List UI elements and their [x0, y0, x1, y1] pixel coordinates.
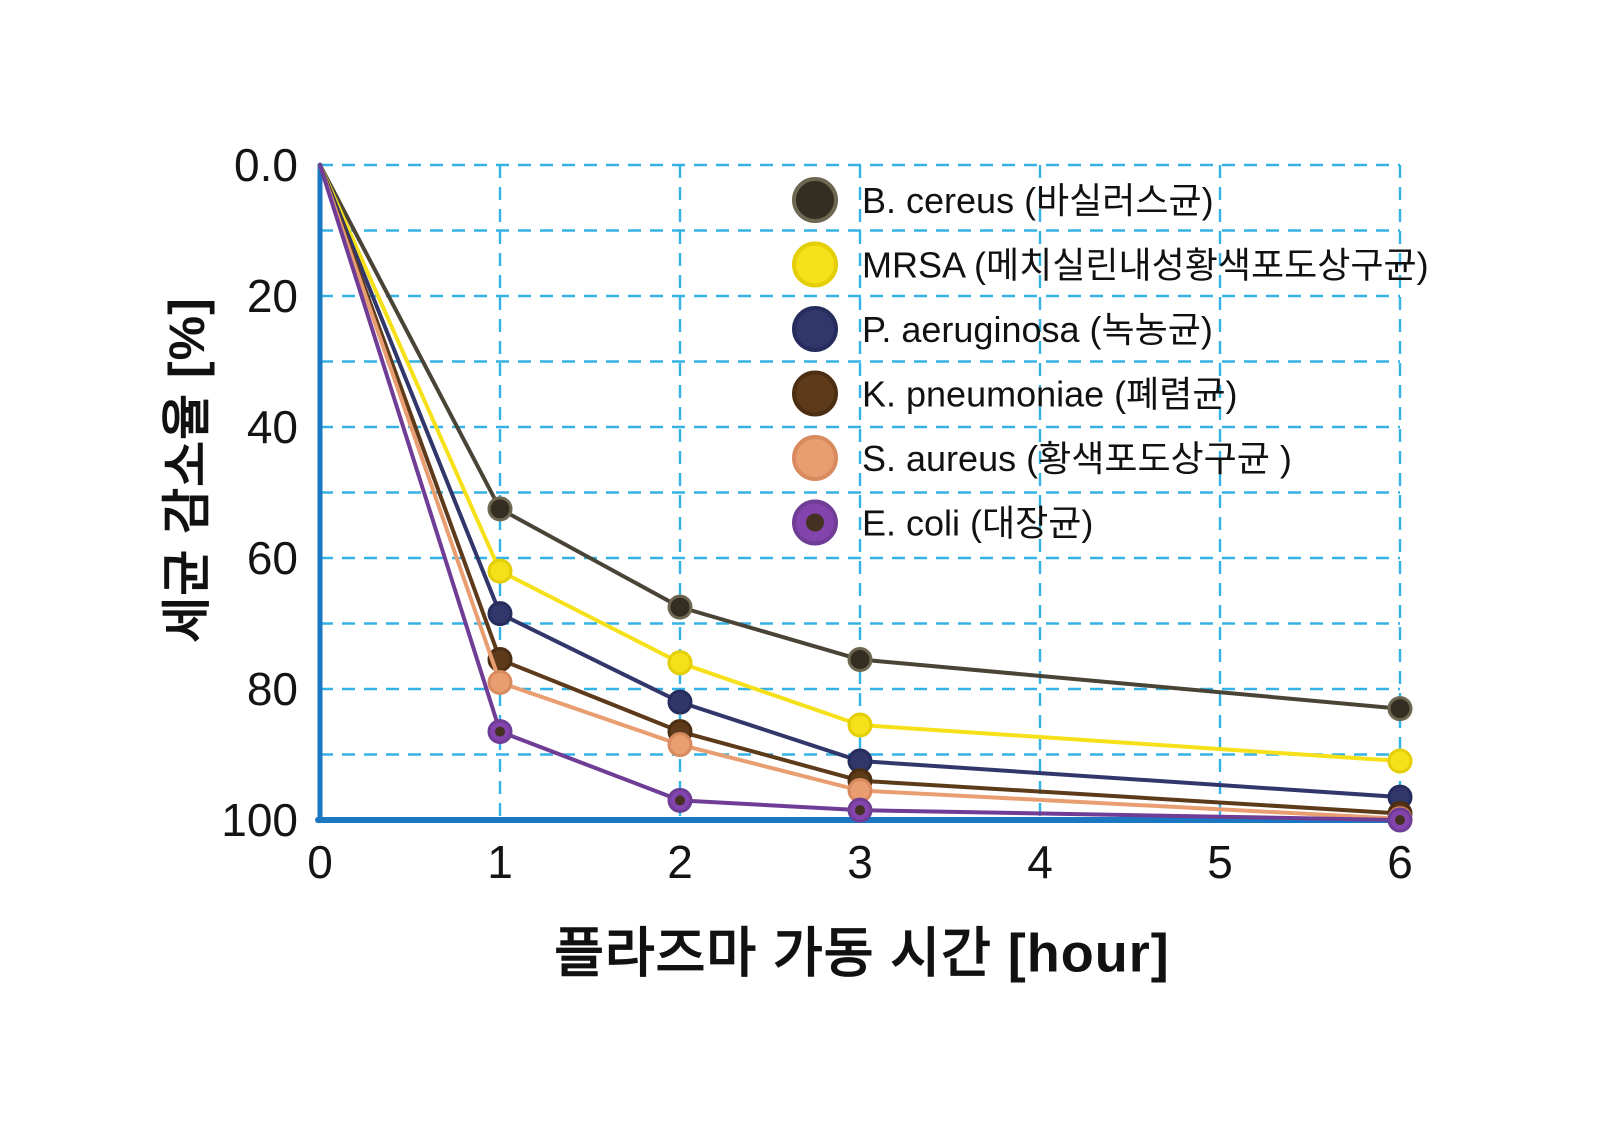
legend-label: E. coli (대장균) [862, 503, 1093, 544]
legend-item: P. aeruginosa (녹농균) [792, 306, 1213, 352]
y-tick-label: 20 [247, 270, 298, 322]
x-tick-label: 4 [1027, 836, 1053, 888]
series-0 [318, 163, 1413, 722]
x-tick-label: 5 [1207, 836, 1233, 888]
legend-marker-center [806, 513, 824, 532]
legend-item: MRSA (메치실린내성황색포도상구균) [792, 241, 1429, 288]
legend-label: K. pneumoniae (폐렴균) [862, 374, 1238, 415]
x-tick-label: 0 [307, 836, 333, 888]
data-point-center [1395, 815, 1405, 825]
data-point [847, 647, 873, 673]
data-point-center [855, 805, 865, 816]
legend-label: MRSA (메치실린내성황색포도상구균) [862, 245, 1429, 286]
x-tick-label: 1 [487, 836, 513, 888]
legend-label: P. aeruginosa (녹농균) [862, 309, 1213, 350]
data-point [487, 601, 513, 627]
y-tick-label: 80 [247, 663, 298, 715]
y-tick-label: 40 [247, 401, 298, 453]
x-tick-label: 3 [847, 836, 873, 888]
legend-item: S. aureus (황색포도상구균 ) [792, 435, 1292, 481]
legend-marker [792, 370, 838, 417]
legend-marker [792, 177, 838, 223]
x-tick-label: 2 [667, 836, 693, 888]
data-point-center [675, 795, 685, 806]
x-tick-label: 6 [1387, 836, 1413, 888]
legend-item: B. cereus (바실러스균) [792, 177, 1214, 223]
data-point [487, 558, 513, 584]
data-point [667, 594, 693, 620]
series-1 [318, 163, 1413, 774]
series-5 [318, 163, 1413, 833]
legend-marker [792, 435, 838, 481]
data-point [1387, 696, 1413, 722]
legend: B. cereus (바실러스균) MRSA (메치실린내성황색포도상구균) P. … [792, 177, 1429, 546]
legend-item: K. pneumoniae (폐렴균) [792, 370, 1238, 417]
x-axis-title: 플라즈마 가동 시간 [hour] [554, 923, 1170, 984]
tick-labels: 0 1 2 3 4 5 6 0.0 20 40 60 80 100 [221, 139, 1413, 888]
data-point [847, 712, 873, 738]
y-tick-label: 0.0 [234, 139, 298, 191]
y-tick-label: 100 [221, 794, 298, 846]
legend-label: S. aureus (황색포도상구균 ) [862, 438, 1292, 479]
legend-marker [792, 241, 838, 288]
data-point-center [495, 726, 505, 737]
data-point [667, 689, 693, 715]
data-point [487, 669, 513, 695]
y-axis-title: 세균 감소율 [%] [159, 297, 215, 643]
legend-item: E. coli (대장균) [792, 499, 1093, 546]
data-point [1387, 748, 1413, 774]
data-point [667, 732, 693, 758]
data-point [487, 496, 513, 522]
data-point [667, 650, 693, 676]
legend-marker [792, 306, 838, 352]
y-tick-label: 60 [247, 532, 298, 584]
legend-label: B. cereus (바실러스균) [862, 180, 1214, 221]
